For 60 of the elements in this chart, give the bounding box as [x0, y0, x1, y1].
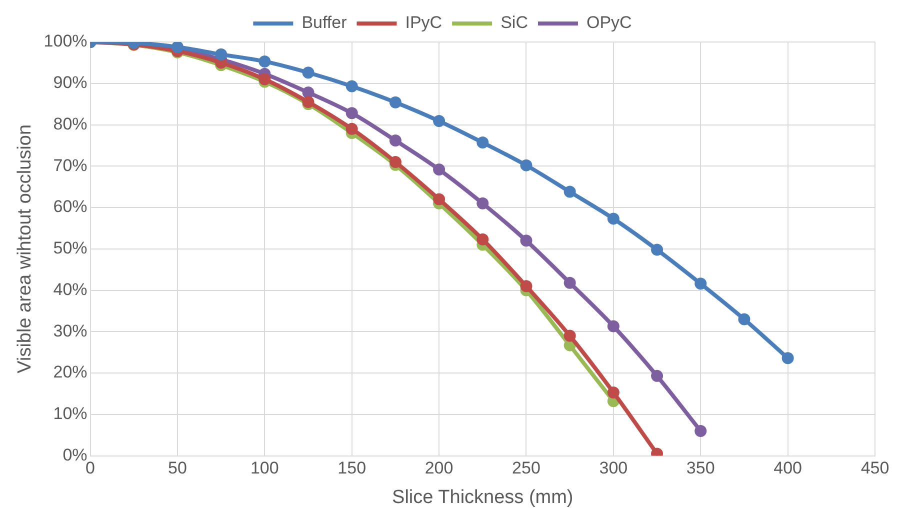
point [651, 370, 664, 382]
legend-label: Buffer [302, 13, 348, 32]
point [651, 244, 664, 256]
point [738, 313, 750, 326]
point [171, 42, 184, 53]
point [564, 186, 576, 198]
point [607, 320, 620, 332]
point [476, 197, 489, 210]
point [782, 352, 794, 364]
point [520, 159, 532, 172]
point [346, 80, 358, 92]
x-tick-label: 350 [686, 458, 715, 478]
point [258, 73, 271, 86]
y-tick-label: 90% [53, 73, 88, 92]
point [433, 115, 446, 128]
legend-label: SiC [500, 13, 528, 32]
x-tick-label: 150 [338, 458, 366, 478]
point [433, 193, 446, 206]
x-tick-label: 400 [774, 458, 802, 478]
y-tick-label: 80% [53, 114, 88, 134]
point [433, 163, 446, 176]
point [346, 107, 358, 120]
point [694, 278, 707, 290]
point [564, 276, 576, 289]
point [302, 96, 314, 108]
y-tick-label: 70% [53, 156, 88, 175]
y-tick-label: 60% [53, 197, 88, 216]
point [346, 122, 358, 135]
y-tick-label: 10% [53, 404, 88, 424]
point [389, 156, 402, 168]
x-tick-label: 250 [512, 458, 540, 478]
y-tick-label: 0% [62, 445, 88, 464]
point [389, 134, 402, 146]
y-tick-label: 30% [53, 321, 88, 340]
point [564, 330, 576, 342]
x-tick-label: 200 [424, 458, 454, 478]
y-tick-label: 40% [53, 280, 88, 299]
point [302, 66, 314, 79]
y-axis-title: Visible area wihtout occlusion [14, 124, 36, 374]
y-tick-label: 20% [53, 362, 88, 382]
point [607, 386, 620, 398]
x-tick-label: 100 [250, 458, 279, 478]
legend-label: IPyC [405, 13, 442, 32]
x-tick-label: 450 [860, 458, 890, 478]
x-tick-label: 300 [599, 458, 628, 478]
legend-label: OPyC [586, 13, 632, 32]
x-tick-label: 0 [86, 458, 96, 478]
point [520, 280, 532, 292]
point [258, 55, 271, 68]
point [389, 96, 402, 108]
point [694, 424, 707, 437]
point [476, 136, 489, 149]
y-tick-label: 100% [44, 32, 88, 51]
point [476, 233, 489, 246]
point [215, 48, 228, 60]
x-tick-label: 50 [168, 458, 187, 478]
point [520, 234, 532, 247]
y-tick-label: 50% [53, 238, 88, 258]
point [607, 212, 620, 225]
x-axis-title: Slice Thickness (mm) [392, 486, 574, 508]
